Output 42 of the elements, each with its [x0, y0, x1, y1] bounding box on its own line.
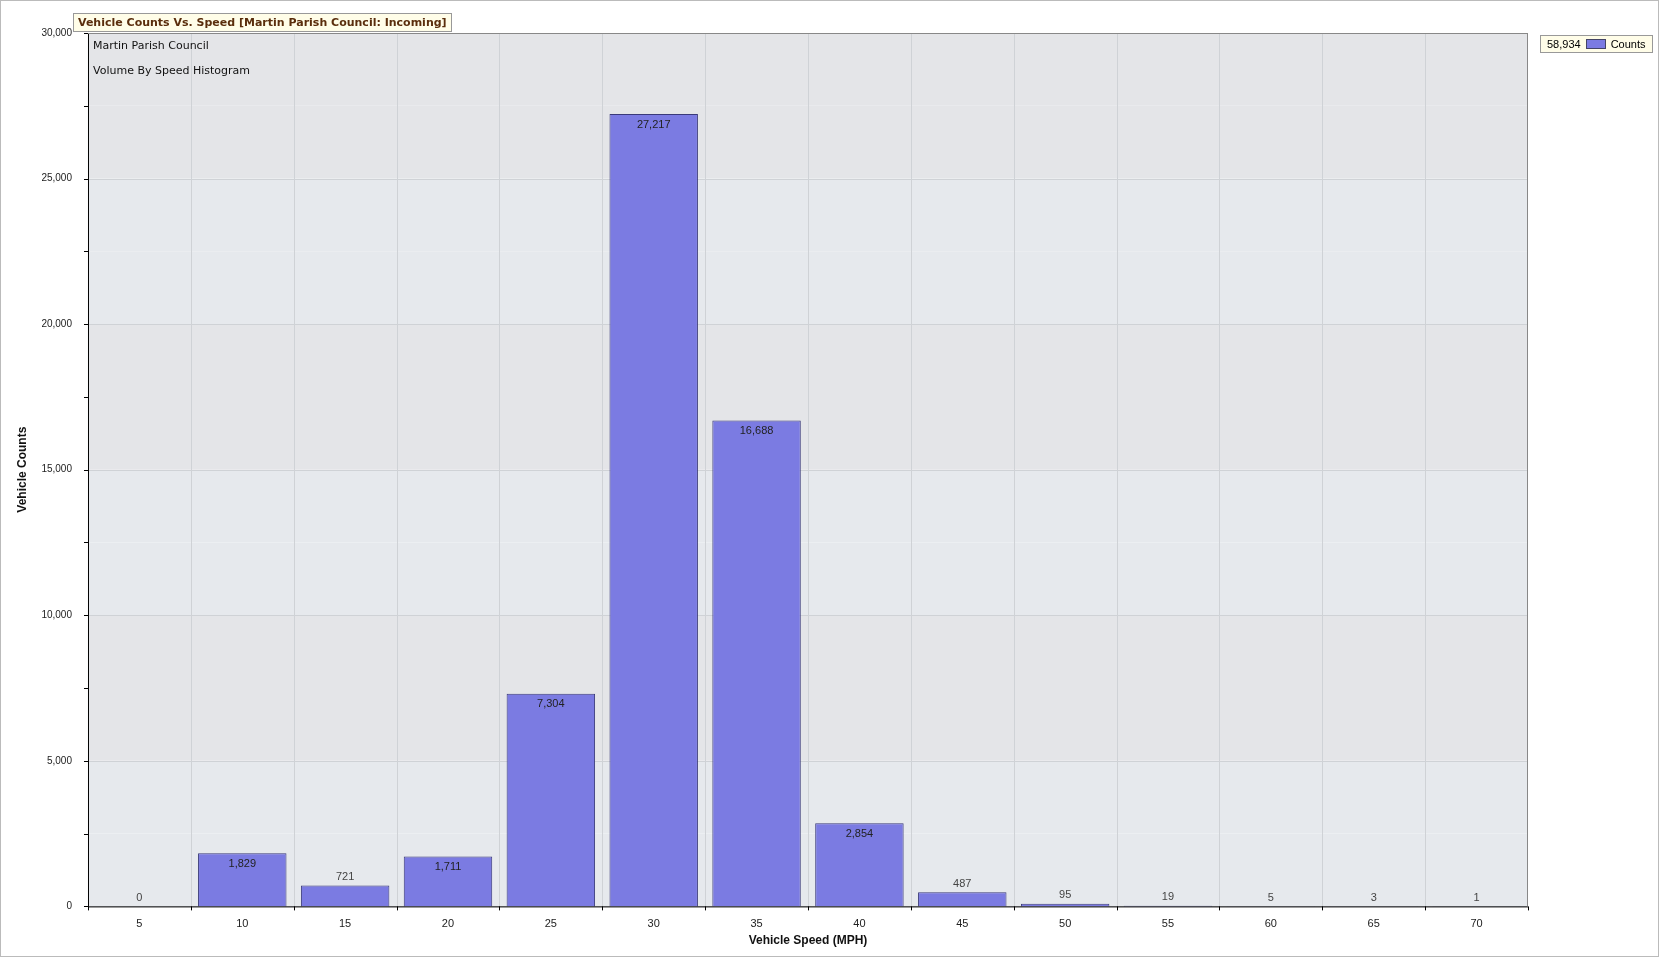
y-tick-label: 20,000: [41, 317, 73, 329]
x-tick-label: 70: [1470, 917, 1483, 930]
x-tick-label: 65: [1367, 917, 1380, 930]
text: 2,854: [845, 826, 874, 839]
annotation: Volume By Speed Histogram: [93, 64, 251, 77]
text: 95: [1059, 888, 1072, 901]
text: 0: [136, 890, 143, 903]
y-tick-label: 30,000: [41, 26, 73, 38]
x-tick-label: 55: [1161, 917, 1175, 930]
y-tick-label: 15,000: [41, 463, 73, 475]
text: Martin Parish Council: [93, 39, 209, 52]
y-tick-label: 0: [66, 900, 73, 912]
y-tick-label: 25,000: [41, 172, 73, 184]
x-tick-label: 60: [1264, 917, 1277, 930]
text: 721: [335, 869, 355, 882]
y-tick-label: 5,000: [46, 754, 73, 766]
x-tick-label: 15: [339, 917, 352, 930]
y-tick-label: 10,000: [41, 609, 73, 621]
chart-title: Vehicle Counts Vs. Speed [Martin Parish Council: Incoming]: [73, 13, 452, 32]
x-tick-label: 50: [1059, 917, 1072, 930]
text: 1,711: [434, 860, 462, 873]
x-tick-label: 35: [750, 917, 763, 930]
x-tick-label: 10: [236, 917, 249, 930]
x-tick-label: 30: [647, 917, 660, 930]
text: 19: [1161, 890, 1175, 903]
text: 1: [1473, 890, 1480, 903]
text: 3: [1370, 890, 1377, 903]
x-tick-label: 5: [136, 917, 143, 930]
text: 487: [953, 876, 972, 889]
x-tick-label: 45: [956, 917, 969, 930]
legend-label: Counts: [1610, 38, 1646, 50]
x-axis-title: Vehicle Speed (MPH): [748, 933, 868, 948]
x-tick-label: 40: [853, 917, 866, 930]
x-tick-label: 20: [441, 917, 455, 930]
x-tick-label: 25: [544, 917, 557, 930]
text: 7,304: [537, 697, 565, 710]
text: 27,217: [636, 117, 671, 130]
text: 16,688: [739, 424, 774, 437]
y-axis-title: Vehicle Counts: [14, 426, 29, 513]
text: 5: [1267, 890, 1274, 903]
text: 58,934: [1547, 38, 1581, 50]
text: 1,829: [228, 856, 257, 869]
